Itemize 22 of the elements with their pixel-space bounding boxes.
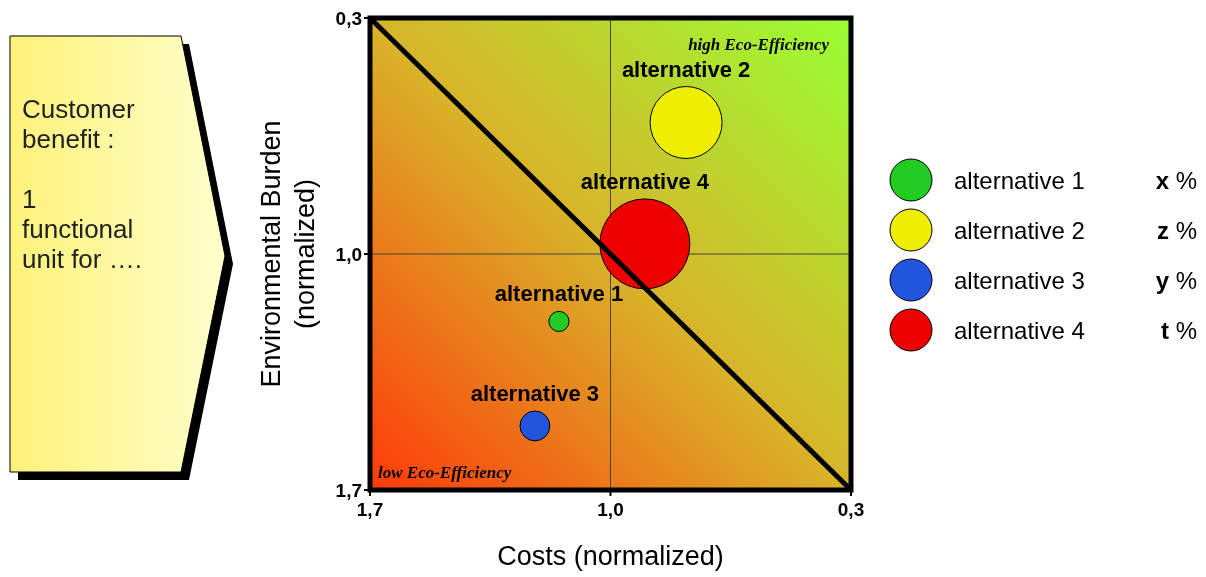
text: z % — [1156, 217, 1197, 244]
x-axis-title: Costs (normalized) — [497, 541, 724, 571]
legend-label: alternative 4 — [954, 317, 1085, 344]
text: x % — [1155, 167, 1197, 194]
legend-label: alternative 1 — [954, 167, 1085, 194]
annotation: low Eco-Efficiency — [378, 463, 512, 482]
text: y % — [1155, 267, 1197, 294]
text: t % — [1160, 317, 1197, 344]
y-axis-title: Environmental Burden (normalized) — [256, 120, 320, 388]
x-tick-label: 0,3 — [837, 499, 865, 520]
x-tick-label: 1,0 — [597, 499, 624, 520]
legend-label: alternative 3 — [954, 267, 1085, 294]
y-tick-label: 1,7 — [335, 480, 362, 501]
legend-label: alternative 2 — [954, 217, 1085, 244]
y-tick-label: 0,3 — [335, 8, 362, 29]
text: alternative 1 — [494, 281, 624, 307]
text: Customer benefit : 1 functional unit for …. — [22, 94, 142, 274]
annotation: high Eco-Efficiency — [688, 35, 830, 54]
text: alternative 3 — [470, 381, 600, 407]
x-tick-label: 1,7 — [356, 499, 384, 520]
y-tick-label: 1,0 — [335, 244, 362, 265]
text: alternative 2 — [621, 56, 751, 82]
